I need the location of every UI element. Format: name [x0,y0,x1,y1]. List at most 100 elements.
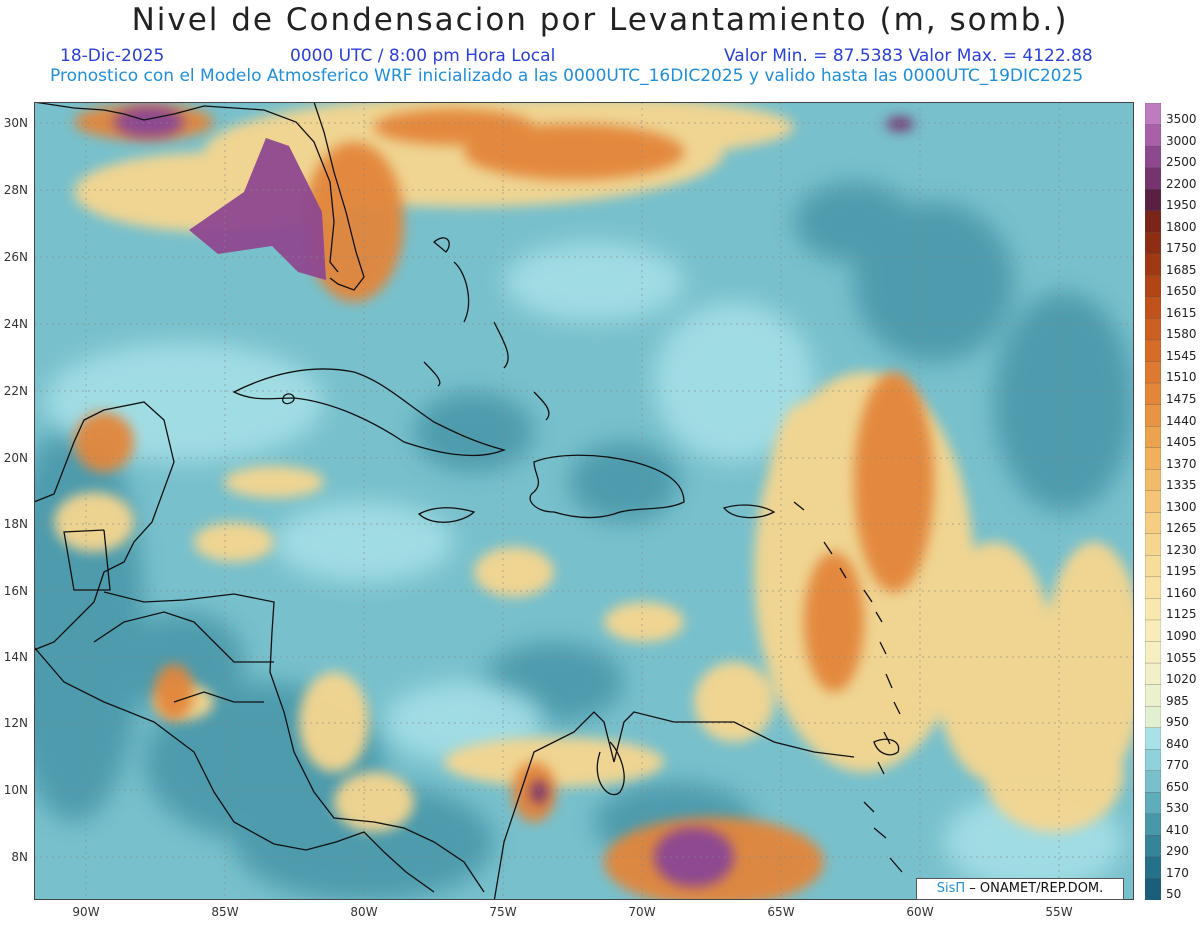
legend-swatch [1145,662,1161,686]
legend-swatch [1145,124,1161,147]
legend-swatch [1145,512,1161,535]
credit-box: SisΠ – ONAMET/REP.DOM. [916,878,1124,900]
legend-swatch [1145,425,1161,449]
legend-label: 1750 [1166,241,1197,256]
legend-swatch [1145,232,1161,255]
lat-label: 22N [3,384,28,398]
legend-label: 1160 [1166,585,1197,600]
legend-swatch [1145,210,1161,233]
legend-label: 170 [1166,865,1189,880]
legend-swatch [1145,404,1161,427]
legend-swatch [1145,619,1161,643]
legend-label: 410 [1166,822,1189,837]
legend-swatch [1145,641,1161,664]
legend-swatch [1145,361,1161,384]
credit-text: – ONAMET/REP.DOM. [965,881,1104,896]
lat-label: 28N [3,183,28,197]
legend-label: 2500 [1166,155,1197,170]
forecast-note: Pronostico con el Modelo Atmosferico WRF… [50,66,1084,86]
graticule [34,102,1134,900]
legend-label: 1615 [1166,305,1197,320]
legend-label: 1125 [1166,607,1197,622]
legend-swatch [1145,684,1161,707]
lon-label: 60W [906,905,934,919]
lon-label: 90W [72,905,100,919]
legend-label: 985 [1166,693,1189,708]
legend-swatch [1145,490,1161,513]
lon-label: 70W [628,905,656,919]
coastlines [34,102,903,900]
min-max-values: Valor Min. = 87.5383 Valor Max. = 4122.8… [724,46,1093,66]
legend-swatch [1145,835,1161,858]
legend-swatch [1145,189,1161,212]
legend-swatch [1145,770,1161,793]
legend-swatch [1145,727,1161,750]
legend-swatch [1145,469,1161,492]
legend-label: 3000 [1166,133,1197,148]
legend-label: 1090 [1166,628,1197,643]
legend-swatch [1145,275,1161,298]
legend-swatch [1145,145,1161,169]
legend-label: 50 [1166,887,1182,902]
legend-swatch [1145,598,1161,621]
lat-label: 24N [3,317,28,331]
legend-swatch [1145,813,1161,837]
legend-swatch [1145,167,1161,190]
lat-label: 10N [3,783,28,797]
lat-label: 20N [3,451,28,465]
legend-label: 1230 [1166,542,1197,557]
legend-label: 1545 [1166,348,1197,363]
lat-label: 30N [3,116,28,130]
legend-label: 950 [1166,715,1189,730]
legend-label: 1950 [1166,198,1197,213]
legend-swatch [1145,749,1161,772]
legend-swatch [1145,533,1161,556]
forecast-date: 18-Dic-2025 [60,46,165,66]
legend-label: 1580 [1166,327,1197,342]
lcl-map [34,102,1134,900]
legend-swatch [1145,555,1161,578]
legend-swatch [1145,705,1161,729]
forecast-time: 0000 UTC / 8:00 pm Hora Local [290,46,556,66]
legend-swatch [1145,296,1161,320]
lon-label: 55W [1045,905,1073,919]
map-title: Nivel de Condensacion por Levantamiento … [131,2,1069,38]
legend-swatch [1145,339,1161,363]
legend-label: 1265 [1166,521,1197,536]
legend-label: 1195 [1166,564,1197,579]
legend-swatch [1145,103,1161,126]
lon-label: 85W [211,905,239,919]
legend-label: 1300 [1166,499,1197,514]
legend-label: 2200 [1166,176,1197,191]
legend-label: 1405 [1166,435,1197,450]
legend-label: 290 [1166,844,1189,859]
legend-swatch [1145,576,1161,600]
color-legend [1145,103,1161,900]
lat-label: 26N [3,250,28,264]
legend-label: 1475 [1166,392,1197,407]
legend-label: 1800 [1166,219,1197,234]
legend-swatch [1145,447,1161,470]
legend-label: 1440 [1166,413,1197,428]
lon-label: 80W [350,905,378,919]
legend-label: 650 [1166,779,1189,794]
high-lcl-regions [74,104,934,900]
legend-label: 1510 [1166,370,1197,385]
lon-label: 65W [767,905,795,919]
legend-label: 1685 [1166,262,1197,277]
legend-label: 1650 [1166,284,1197,299]
legend-label: 840 [1166,736,1189,751]
legend-label: 1370 [1166,456,1197,471]
legend-label: 530 [1166,801,1189,816]
lat-label: 18N [3,517,28,531]
lat-label: 8N [11,850,28,864]
lat-label: 12N [3,716,28,730]
legend-swatch [1145,253,1161,276]
credit-brand: SisΠ [936,881,966,896]
lat-label: 14N [3,650,28,664]
florida-purple-region [189,138,326,280]
legend-swatch [1145,318,1161,341]
legend-label: 1020 [1166,672,1197,687]
legend-swatch [1145,382,1161,406]
legend-label: 1055 [1166,650,1197,665]
